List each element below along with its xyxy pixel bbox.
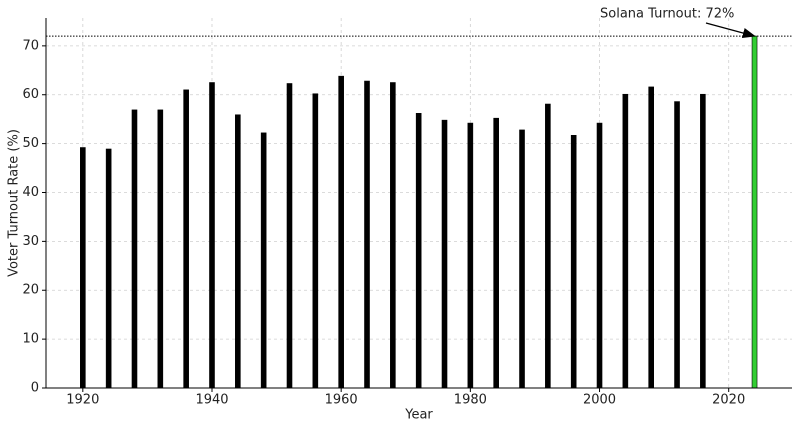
bar <box>545 103 551 389</box>
bar <box>415 113 422 389</box>
y-tick-label: 10 <box>22 332 39 347</box>
bar <box>493 117 499 389</box>
y-tick-label: 30 <box>22 234 39 249</box>
y-tick-label: 20 <box>22 283 39 298</box>
bar <box>596 122 603 389</box>
bar <box>519 129 525 389</box>
annotation-text: Solana Turnout: 72% <box>600 7 734 22</box>
x-tick-label: 1920 <box>66 393 99 408</box>
x-tick-label: 2000 <box>583 393 616 408</box>
bar <box>209 82 215 389</box>
bar <box>260 132 267 389</box>
x-tick-label: 2020 <box>712 393 745 408</box>
bar <box>157 109 164 389</box>
bar <box>467 122 474 389</box>
bar <box>570 135 577 389</box>
bar <box>338 75 344 389</box>
y-tick-label: 60 <box>22 87 39 102</box>
bar <box>286 83 293 389</box>
y-axis-label: Voter Turnout Rate (%) <box>7 129 22 277</box>
bar <box>390 82 396 389</box>
bar <box>751 35 758 389</box>
bar <box>700 93 706 389</box>
bar <box>441 119 448 389</box>
bar <box>648 86 654 389</box>
x-tick-label: 1980 <box>454 393 487 408</box>
bar <box>235 114 241 389</box>
x-tick-label: 1960 <box>325 393 358 408</box>
bar <box>364 80 370 389</box>
x-tick-label: 1940 <box>195 393 228 408</box>
y-tick-label: 0 <box>31 381 39 396</box>
bar <box>312 93 319 389</box>
bar <box>674 101 680 389</box>
y-tick-label: 50 <box>22 136 39 151</box>
bar <box>183 89 189 389</box>
bar <box>131 109 138 389</box>
x-axis-label: Year <box>404 408 433 423</box>
bar <box>105 148 112 389</box>
bar <box>622 93 629 389</box>
bar <box>80 147 86 389</box>
annotation-arrow <box>705 22 756 39</box>
y-tick-label: 40 <box>22 185 39 200</box>
y-tick-label: 70 <box>22 38 39 53</box>
